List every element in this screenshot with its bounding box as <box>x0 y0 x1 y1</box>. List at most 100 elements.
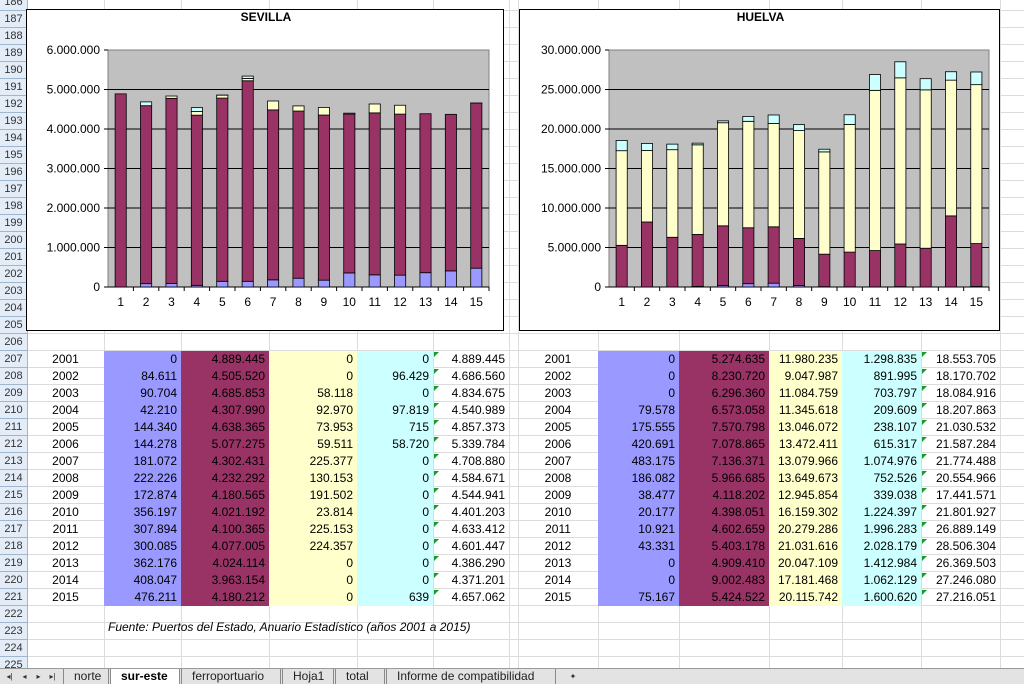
value-cell[interactable]: 209.609 <box>842 402 921 419</box>
value-cell[interactable]: 4.021.192 <box>181 504 269 521</box>
year-cell[interactable]: 2015 <box>518 589 598 606</box>
value-cell[interactable]: 4.371.201 <box>433 572 509 589</box>
value-cell[interactable]: 300.085 <box>104 538 181 555</box>
value-cell[interactable]: 92.970 <box>269 402 357 419</box>
value-cell[interactable]: 4.633.412 <box>433 521 509 538</box>
value-cell[interactable]: 0 <box>598 572 679 589</box>
value-cell[interactable]: 12.945.854 <box>769 487 842 504</box>
last-sheet-icon[interactable]: ▸| <box>47 671 58 682</box>
row-number[interactable]: 223 <box>0 623 27 640</box>
value-cell[interactable]: 0 <box>598 368 679 385</box>
year-cell[interactable]: 2009 <box>518 487 598 504</box>
value-cell[interactable]: 4.909.410 <box>679 555 769 572</box>
year-cell[interactable]: 2005 <box>27 419 104 436</box>
value-cell[interactable]: 5.424.522 <box>679 589 769 606</box>
value-cell[interactable]: 18.170.702 <box>921 368 1000 385</box>
value-cell[interactable]: 6.296.360 <box>679 385 769 402</box>
row-number[interactable]: 204 <box>0 300 27 317</box>
value-cell[interactable]: 20.047.109 <box>769 555 842 572</box>
value-cell[interactable]: 4.889.445 <box>433 351 509 368</box>
year-cell[interactable]: 2014 <box>27 572 104 589</box>
row-number[interactable]: 201 <box>0 249 27 266</box>
value-cell[interactable]: 2.028.179 <box>842 538 921 555</box>
value-cell[interactable]: 4.544.941 <box>433 487 509 504</box>
value-cell[interactable]: 17.181.468 <box>769 572 842 589</box>
value-cell[interactable]: 18.553.705 <box>921 351 1000 368</box>
value-cell[interactable]: 715 <box>357 419 433 436</box>
value-cell[interactable]: 7.136.371 <box>679 453 769 470</box>
value-cell[interactable]: 0 <box>269 351 357 368</box>
row-number[interactable]: 220 <box>0 572 27 589</box>
value-cell[interactable]: 75.167 <box>598 589 679 606</box>
row-number[interactable]: 186 <box>0 0 27 11</box>
value-cell[interactable]: 27.246.080 <box>921 572 1000 589</box>
value-cell[interactable]: 0 <box>269 589 357 606</box>
value-cell[interactable]: 4.118.202 <box>679 487 769 504</box>
value-cell[interactable]: 1.224.397 <box>842 504 921 521</box>
value-cell[interactable]: 4.386.290 <box>433 555 509 572</box>
row-number[interactable]: 224 <box>0 640 27 657</box>
value-cell[interactable]: 4.307.990 <box>181 402 269 419</box>
year-cell[interactable]: 2003 <box>27 385 104 402</box>
value-cell[interactable]: 6.573.058 <box>679 402 769 419</box>
row-number[interactable]: 187 <box>0 11 27 28</box>
value-cell[interactable]: 224.357 <box>269 538 357 555</box>
row-number[interactable]: 197 <box>0 181 27 198</box>
value-cell[interactable]: 5.966.685 <box>679 470 769 487</box>
year-cell[interactable]: 2013 <box>518 555 598 572</box>
sheet-tab[interactable]: sur-este <box>110 669 180 684</box>
value-cell[interactable]: 26.889.149 <box>921 521 1000 538</box>
year-cell[interactable]: 2005 <box>518 419 598 436</box>
row-number[interactable]: 200 <box>0 232 27 249</box>
value-cell[interactable]: 5.339.784 <box>433 436 509 453</box>
value-cell[interactable]: 90.704 <box>104 385 181 402</box>
value-cell[interactable]: 144.340 <box>104 419 181 436</box>
value-cell[interactable]: 408.047 <box>104 572 181 589</box>
value-cell[interactable]: 13.046.072 <box>769 419 842 436</box>
row-number[interactable]: 210 <box>0 402 27 419</box>
value-cell[interactable]: 4.834.675 <box>433 385 509 402</box>
value-cell[interactable]: 21.801.927 <box>921 504 1000 521</box>
value-cell[interactable]: 483.175 <box>598 453 679 470</box>
value-cell[interactable]: 0 <box>598 351 679 368</box>
row-number[interactable]: 217 <box>0 521 27 538</box>
value-cell[interactable]: 0 <box>357 521 433 538</box>
row-number[interactable]: 191 <box>0 79 27 96</box>
value-cell[interactable]: 1.062.129 <box>842 572 921 589</box>
year-cell[interactable]: 2008 <box>518 470 598 487</box>
value-cell[interactable]: 20.554.966 <box>921 470 1000 487</box>
year-cell[interactable]: 2011 <box>518 521 598 538</box>
value-cell[interactable]: 0 <box>357 538 433 555</box>
value-cell[interactable]: 0 <box>104 351 181 368</box>
row-number[interactable]: 215 <box>0 487 27 504</box>
row-number[interactable]: 207 <box>0 351 27 368</box>
value-cell[interactable]: 96.429 <box>357 368 433 385</box>
value-cell[interactable]: 18.084.916 <box>921 385 1000 402</box>
value-cell[interactable]: 84.611 <box>104 368 181 385</box>
value-cell[interactable]: 1.412.984 <box>842 555 921 572</box>
value-cell[interactable]: 10.921 <box>598 521 679 538</box>
value-cell[interactable]: 43.331 <box>598 538 679 555</box>
value-cell[interactable]: 615.317 <box>842 436 921 453</box>
year-cell[interactable]: 2007 <box>27 453 104 470</box>
value-cell[interactable]: 4.505.520 <box>181 368 269 385</box>
next-sheet-icon[interactable]: ▸ <box>33 671 44 682</box>
value-cell[interactable]: 181.072 <box>104 453 181 470</box>
value-cell[interactable]: 13.079.966 <box>769 453 842 470</box>
value-cell[interactable]: 225.377 <box>269 453 357 470</box>
row-number[interactable]: 211 <box>0 419 27 436</box>
year-cell[interactable]: 2013 <box>27 555 104 572</box>
row-number[interactable]: 193 <box>0 113 27 130</box>
value-cell[interactable]: 3.963.154 <box>181 572 269 589</box>
value-cell[interactable]: 4.302.431 <box>181 453 269 470</box>
year-cell[interactable]: 2003 <box>518 385 598 402</box>
value-cell[interactable]: 5.274.635 <box>679 351 769 368</box>
sheet-tab[interactable]: ferroportuario <box>181 669 281 684</box>
value-cell[interactable]: 13.472.411 <box>769 436 842 453</box>
value-cell[interactable]: 752.526 <box>842 470 921 487</box>
value-cell[interactable]: 20.279.286 <box>769 521 842 538</box>
value-cell[interactable]: 58.720 <box>357 436 433 453</box>
value-cell[interactable]: 4.584.671 <box>433 470 509 487</box>
row-number[interactable]: 206 <box>0 334 27 351</box>
